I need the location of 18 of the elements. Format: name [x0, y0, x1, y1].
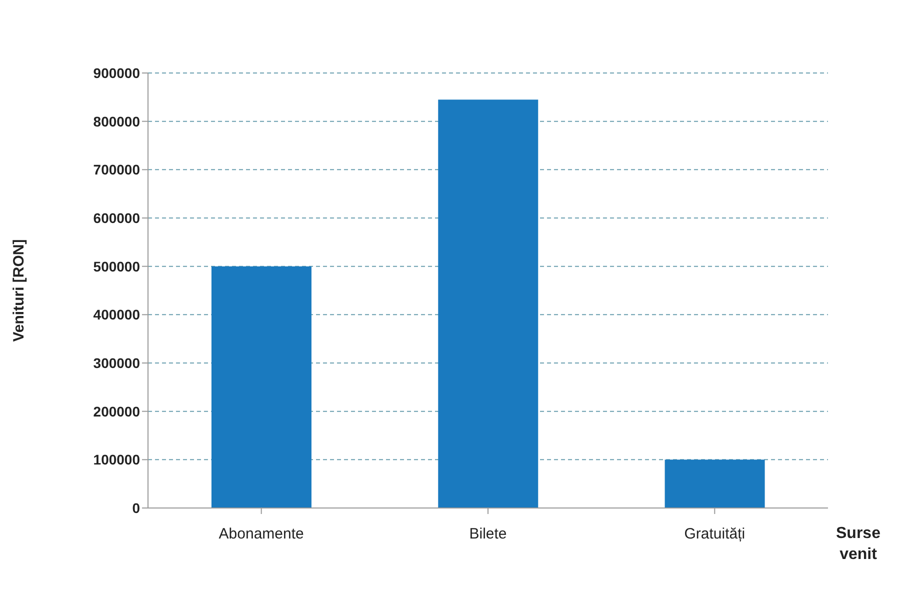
y-tick-label: 500000: [93, 258, 140, 274]
y-tick-label: 700000: [93, 162, 140, 178]
y-axis-title: Venituri [RON]: [10, 239, 28, 342]
x-tick-label: Abonamente: [218, 526, 304, 543]
y-tick-label: 800000: [93, 113, 140, 130]
y-tick-label: 400000: [93, 306, 140, 323]
bar: [438, 100, 538, 508]
y-tick-label: 100000: [93, 452, 140, 468]
x-axis-title: Surse venit: [836, 524, 880, 565]
y-tick-label: 300000: [93, 354, 140, 371]
y-tick-label: 900000: [93, 64, 140, 81]
x-tick-label: Gratuități: [684, 526, 746, 543]
y-tick-label: 200000: [93, 403, 140, 420]
x-tick-label: Bilete: [469, 526, 507, 543]
bar: [664, 460, 765, 508]
y-tick-label: 0: [132, 500, 140, 516]
y-tick-label: 600000: [93, 210, 140, 226]
bar: [211, 266, 312, 508]
